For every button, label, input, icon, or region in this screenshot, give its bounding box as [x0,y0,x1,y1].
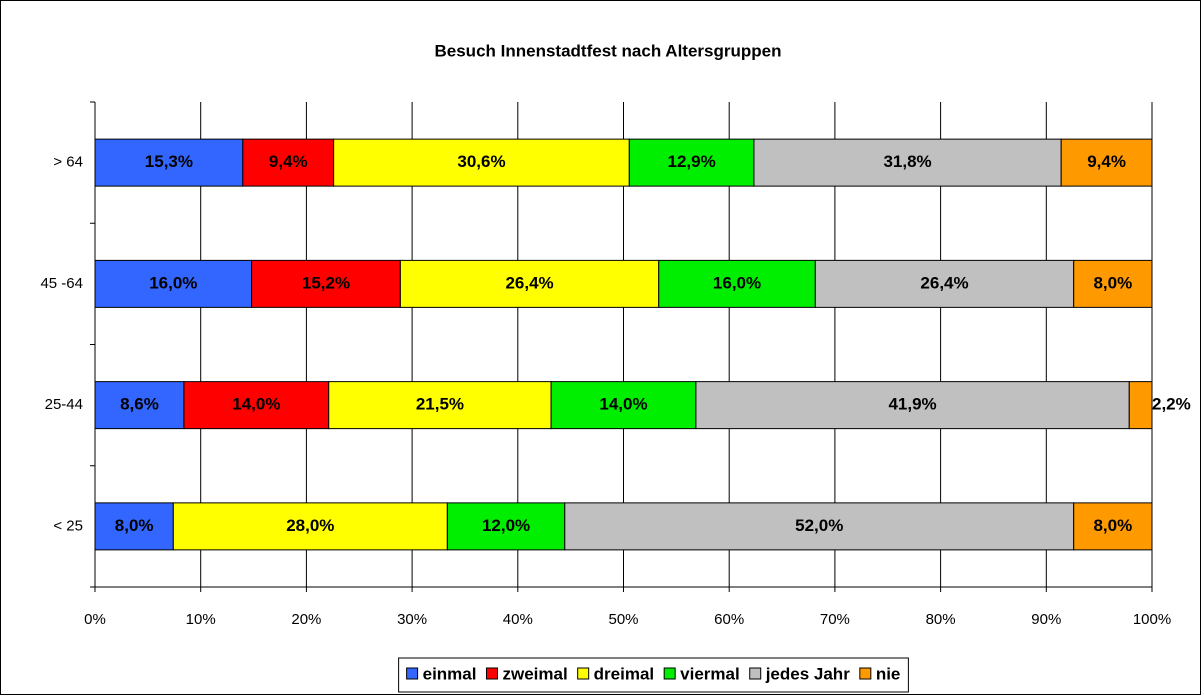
x-tick-label: 80% [926,611,956,628]
bar-segment [1073,259,1153,308]
x-tick-label: 40% [503,611,533,628]
x-tick-label: 50% [608,611,638,628]
data-label: 14,0% [232,395,280,414]
bar-segment [628,138,755,187]
legend-swatch [577,667,590,680]
legend-label: jedes Jahr [765,664,850,683]
bar-segment [242,138,335,187]
bar-segment [333,138,630,187]
bar-segment [753,138,1062,187]
bar-segment [446,502,566,551]
legend-label: dreimal [594,664,654,683]
bar-segment [814,259,1075,308]
data-label: 9,4% [1087,152,1126,171]
data-label: 31,8% [883,152,931,171]
data-label: 12,0% [482,516,530,535]
bar-segment [1060,138,1153,187]
bar-segment [183,381,330,430]
x-tick-label: 100% [1133,611,1171,628]
data-label: 14,0% [599,395,647,414]
data-label: 41,9% [888,395,936,414]
legend-label: viermal [680,664,740,683]
data-label: 21,5% [416,395,464,414]
legend-box [398,657,909,693]
x-tick-label: 10% [186,611,216,628]
bar-segment [550,381,697,430]
legend-label: nie [876,664,901,683]
x-tick-label: 30% [397,611,427,628]
y-tick-label: < 25 [53,517,83,534]
data-label: 9,4% [269,152,308,171]
bar-segment [1128,381,1153,430]
data-label: 15,2% [302,273,350,292]
legend-label: zweimal [502,664,567,683]
data-label: 52,0% [795,516,843,535]
x-tick-label: 60% [714,611,744,628]
bar-segment [94,381,185,430]
legend-swatch [485,667,498,680]
data-label: 2,2% [1152,395,1191,414]
bar-segment [251,259,401,308]
data-label: 8,0% [115,516,154,535]
legend-swatch [749,667,762,680]
data-label: 16,0% [149,273,197,292]
bar-segment [328,381,552,430]
data-label: 30,6% [457,152,505,171]
bar-segment [695,381,1130,430]
data-label: 26,4% [920,273,968,292]
bar-segment [94,138,244,187]
data-label: 26,4% [505,273,553,292]
legend-swatch [859,667,872,680]
bar-segment [1073,502,1153,551]
data-label: 8,0% [1093,273,1132,292]
x-tick-label: 70% [820,611,850,628]
y-tick-label: > 64 [53,154,83,171]
x-tick-label: 90% [1031,611,1061,628]
bar-segment [94,259,253,308]
legend-swatch [663,667,676,680]
y-tick-label: 25-44 [45,396,83,413]
bar-segment [94,502,174,551]
bar-segment [399,259,660,308]
data-label: 16,0% [713,273,761,292]
y-tick-label: 45 -64 [40,275,83,292]
data-label: 8,6% [120,395,159,414]
bar-segment [658,259,816,308]
legend-label: einmal [423,664,477,683]
x-tick-label: 0% [84,611,106,628]
x-tick-label: 20% [291,611,321,628]
data-label: 8,0% [1093,516,1132,535]
data-label: 15,3% [145,152,193,171]
bar-segment [172,502,448,551]
legend-swatch [406,667,419,680]
chart-title: Besuch Innenstadtfest nach Altersgruppen [435,41,782,60]
data-label: 28,0% [286,516,334,535]
data-label: 12,9% [668,152,716,171]
